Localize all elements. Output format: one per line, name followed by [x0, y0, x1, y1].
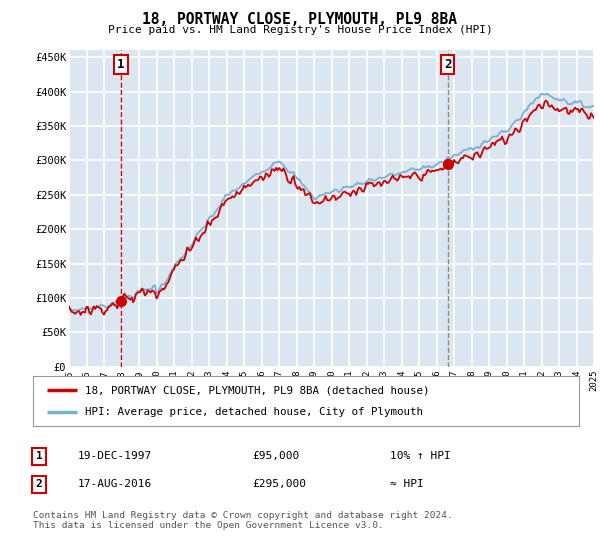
- Text: 2: 2: [35, 479, 43, 489]
- Text: Contains HM Land Registry data © Crown copyright and database right 2024.
This d: Contains HM Land Registry data © Crown c…: [33, 511, 453, 530]
- Text: 10% ↑ HPI: 10% ↑ HPI: [390, 451, 451, 461]
- Text: 17-AUG-2016: 17-AUG-2016: [78, 479, 152, 489]
- Text: 19-DEC-1997: 19-DEC-1997: [78, 451, 152, 461]
- Text: 18, PORTWAY CLOSE, PLYMOUTH, PL9 8BA: 18, PORTWAY CLOSE, PLYMOUTH, PL9 8BA: [143, 12, 458, 27]
- Text: 1: 1: [117, 58, 125, 71]
- Text: £295,000: £295,000: [252, 479, 306, 489]
- Text: 18, PORTWAY CLOSE, PLYMOUTH, PL9 8BA (detached house): 18, PORTWAY CLOSE, PLYMOUTH, PL9 8BA (de…: [85, 385, 430, 395]
- Text: 1: 1: [35, 451, 43, 461]
- Text: £95,000: £95,000: [252, 451, 299, 461]
- Text: HPI: Average price, detached house, City of Plymouth: HPI: Average price, detached house, City…: [85, 407, 423, 417]
- Text: Price paid vs. HM Land Registry's House Price Index (HPI): Price paid vs. HM Land Registry's House …: [107, 25, 493, 35]
- Text: 2: 2: [444, 58, 451, 71]
- Text: ≈ HPI: ≈ HPI: [390, 479, 424, 489]
